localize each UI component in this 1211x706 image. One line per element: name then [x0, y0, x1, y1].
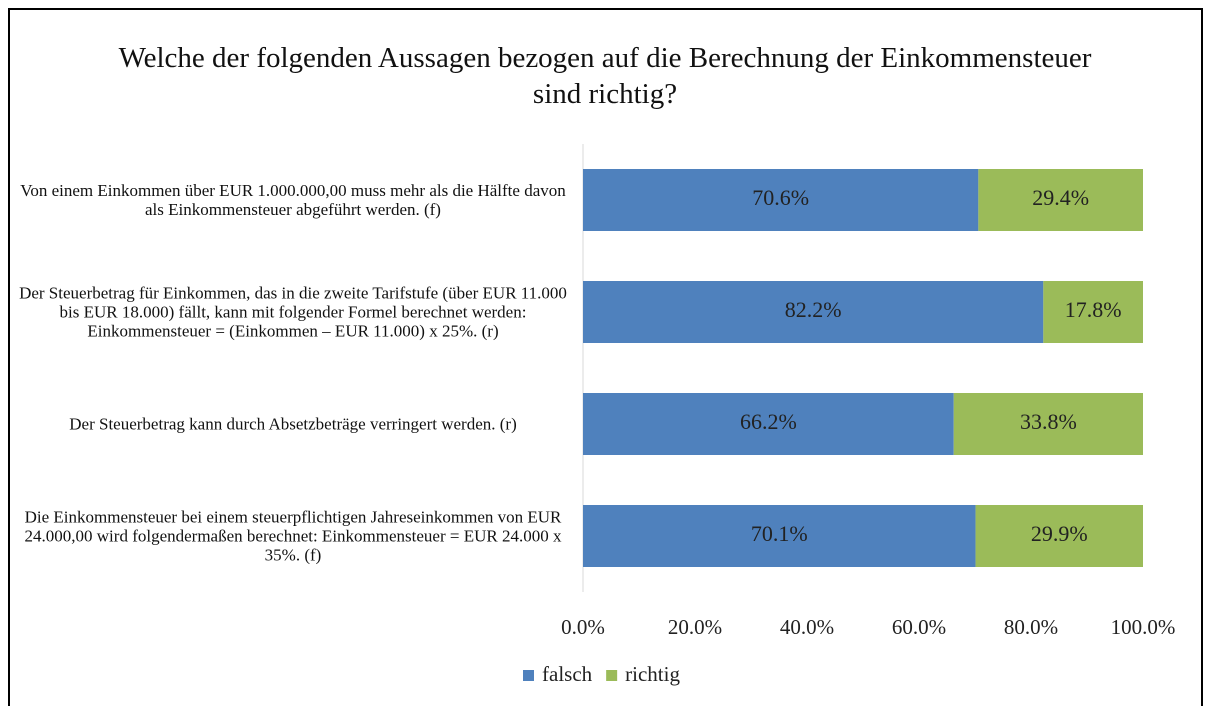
- category-label: Von einem Einkommen über EUR 1.000.000,0…: [20, 181, 566, 219]
- value-label: 17.8%: [1065, 297, 1122, 322]
- value-label: 33.8%: [1020, 409, 1077, 434]
- value-label: 82.2%: [785, 297, 842, 322]
- x-tick-label: 0.0%: [561, 615, 605, 639]
- category-label: Der Steuerbetrag für Einkommen, das in d…: [19, 283, 567, 341]
- bar-segment: [1043, 281, 1143, 343]
- legend-swatch: [606, 670, 618, 681]
- x-tick-label: 20.0%: [668, 615, 722, 639]
- bar-segment: [978, 169, 1143, 231]
- legend-label: falsch: [542, 662, 593, 686]
- category-label: Der Steuerbetrag kann durch Absetzbeträg…: [69, 414, 517, 434]
- legend-label: richtig: [625, 662, 680, 686]
- value-label: 29.9%: [1031, 521, 1088, 546]
- x-tick-label: 100.0%: [1111, 615, 1176, 639]
- chart-frame: [8, 8, 1203, 706]
- bar-segment: [583, 505, 976, 567]
- bar-segment: [975, 505, 1143, 567]
- bar-segment: [583, 281, 1044, 343]
- value-label: 66.2%: [740, 409, 797, 434]
- value-label: 29.4%: [1032, 185, 1089, 210]
- x-tick-label: 60.0%: [892, 615, 946, 639]
- x-tick-label: 40.0%: [780, 615, 834, 639]
- chart-title: Welche der folgenden Aussagen bezogen au…: [118, 42, 1092, 110]
- value-label: 70.6%: [752, 185, 809, 210]
- x-tick-label: 80.0%: [1004, 615, 1058, 639]
- bar-segment: [583, 393, 954, 455]
- bar-segment: [583, 169, 979, 231]
- value-label: 70.1%: [751, 521, 808, 546]
- category-label: Die Einkommensteuer bei einem steuerpfli…: [24, 507, 562, 565]
- bar-segment: [953, 393, 1143, 455]
- legend-swatch: [523, 670, 534, 681]
